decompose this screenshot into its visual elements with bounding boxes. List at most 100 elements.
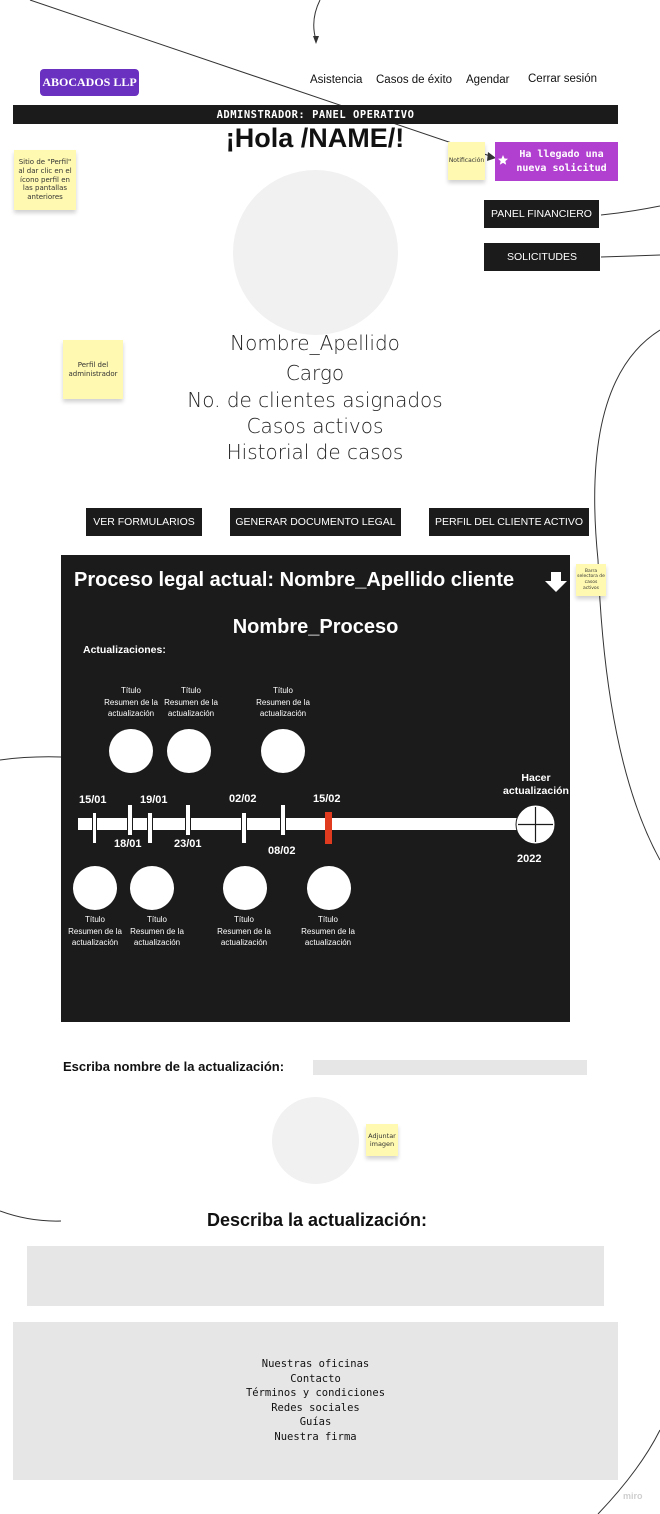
footer-link-guias[interactable]: Guías [299,1416,332,1428]
timeline-tick[interactable] [92,812,97,844]
timeline-date: 19/01 [140,794,168,806]
update-summary: Resumen de la [256,697,310,707]
footer-links: Nuestras oficinas Contacto Términos y co… [13,1357,618,1444]
updates-label: Actualizaciones: [83,644,166,656]
timeline-date: 18/01 [114,838,142,850]
update-name-label: Escriba nombre de la actualización: [63,1059,285,1074]
update-summary: Resumen de la [104,697,158,707]
profile-history: Historial de casos [226,440,404,464]
make-update-label[interactable]: Hacer actualización [496,772,576,798]
arrow-down-icon[interactable] [545,572,567,592]
nav-casos-exito[interactable]: Casos de éxito [376,74,453,86]
update-card[interactable]: Título Resumen de la actualización [122,914,192,949]
timeline-tick[interactable] [241,812,247,844]
nav-asistencia[interactable]: Asistencia [310,74,363,86]
describe-title: Describa la actualización: [206,1210,428,1230]
update-title: Título [233,915,254,924]
process-panel [61,555,570,1022]
notification-badge[interactable]: Ha llegado una nueva solicitud [495,142,618,181]
timeline-tick[interactable] [280,804,286,836]
make-update-line-1: Hacer [521,772,551,784]
process-title: Proceso legal actual: Nombre_Apellido cl… [74,569,515,591]
miro-watermark: miro [623,1491,643,1501]
update-image[interactable] [307,866,351,910]
avatar[interactable] [233,170,398,335]
timeline-bar [78,818,523,830]
star-icon [498,155,508,165]
update-title: Título [317,915,338,924]
add-update-icon[interactable] [515,804,556,845]
update-image[interactable] [167,729,211,773]
timeline-date: 08/02 [268,845,296,857]
update-title: Título [180,686,201,695]
update-card[interactable]: Título Resumen de la actualización [156,685,226,720]
generar-documento-button[interactable]: GENERAR DOCUMENTO LEGAL [230,508,401,536]
update-image[interactable] [109,729,153,773]
greeting: ¡Hola /NAME/! [225,123,405,153]
update-title: Título [84,915,105,924]
update-summary: actualización [304,938,352,947]
profile-role: Cargo [285,361,345,385]
update-card[interactable]: Título Resumen de la actualización [209,914,279,949]
note-admin-profile: Perfil del administrador [63,340,123,399]
ver-formularios-button[interactable]: VER FORMULARIOS [86,508,202,536]
update-card[interactable]: Título Resumen de la actualización [60,914,130,949]
update-summary: Resumen de la [130,926,184,936]
update-summary: Resumen de la [301,926,355,936]
nav-agendar[interactable]: Agendar [466,74,510,86]
note-perfil-site: Sitio de "Perfil" al dar clic en el ícon… [14,150,76,210]
panel-financiero-button[interactable]: PANEL FINANCIERO [484,200,599,228]
update-name-input[interactable] [313,1060,587,1075]
update-card[interactable]: Título Resumen de la actualización [293,914,363,949]
timeline-date: 23/01 [174,838,202,850]
timeline-tick[interactable] [185,804,191,836]
footer-link-firma[interactable]: Nuestra firma [274,1430,357,1443]
note-attach: Adjuntar imagen [366,1124,398,1156]
notification-line-1: Ha llegado una [519,148,604,160]
timeline-date: 02/02 [229,793,257,805]
timeline-tick[interactable] [127,804,133,836]
update-title: Título [120,686,141,695]
update-title: Título [146,915,167,924]
update-summary: actualización [259,709,307,718]
footer-link-oficinas[interactable]: Nuestras oficinas [261,1358,370,1370]
note-selector: Barra selectora de casos activos [576,564,606,596]
update-title: Título [272,686,293,695]
update-card[interactable]: Título Resumen de la actualización [248,685,318,720]
notification-line-2: nueva solicitud [516,162,607,174]
footer-link-contacto[interactable]: Contacto [290,1372,341,1385]
nav-cerrar-sesion[interactable]: Cerrar sesión [528,73,598,85]
logo[interactable]: ABOCADOS LLP [40,69,139,96]
timeline-date: 15/02 [313,793,341,805]
update-summary: actualización [71,938,119,947]
profile-active-cases: Casos activos [246,414,384,438]
update-summary: actualización [133,938,181,947]
timeline-tick[interactable] [147,812,153,844]
update-description-input[interactable] [27,1246,604,1306]
process-name: Nombre_Proceso [232,616,399,638]
timeline-date: 15/01 [79,794,107,806]
profile-clients: No. de clientes asignados [187,388,443,412]
profile-name: Nombre_Apellido [230,331,400,355]
update-image[interactable] [130,866,174,910]
make-update-line-2: actualización [503,785,569,797]
update-summary: actualización [220,938,268,947]
update-image[interactable] [261,729,305,773]
update-summary: Resumen de la [68,926,122,936]
perfil-cliente-button[interactable]: PERFIL DEL CLIENTE ACTIVO [429,508,589,536]
footer [13,1322,618,1480]
update-card[interactable]: Título Resumen de la actualización [96,685,166,720]
timeline-year: 2022 [517,853,542,865]
update-image[interactable] [223,866,267,910]
footer-link-terminos[interactable]: Términos y condiciones [245,1387,386,1399]
update-summary: Resumen de la [164,697,218,707]
update-summary: Resumen de la [217,926,271,936]
update-image[interactable] [73,866,117,910]
note-notification: Notificación [448,142,485,180]
attach-image-circle[interactable] [272,1097,359,1184]
update-summary: actualización [107,709,155,718]
solicitudes-button[interactable]: SOLICITUDES [484,243,600,271]
update-summary: actualización [167,709,215,718]
timeline-tick-current[interactable] [325,812,332,844]
footer-link-redes[interactable]: Redes sociales [271,1401,360,1414]
